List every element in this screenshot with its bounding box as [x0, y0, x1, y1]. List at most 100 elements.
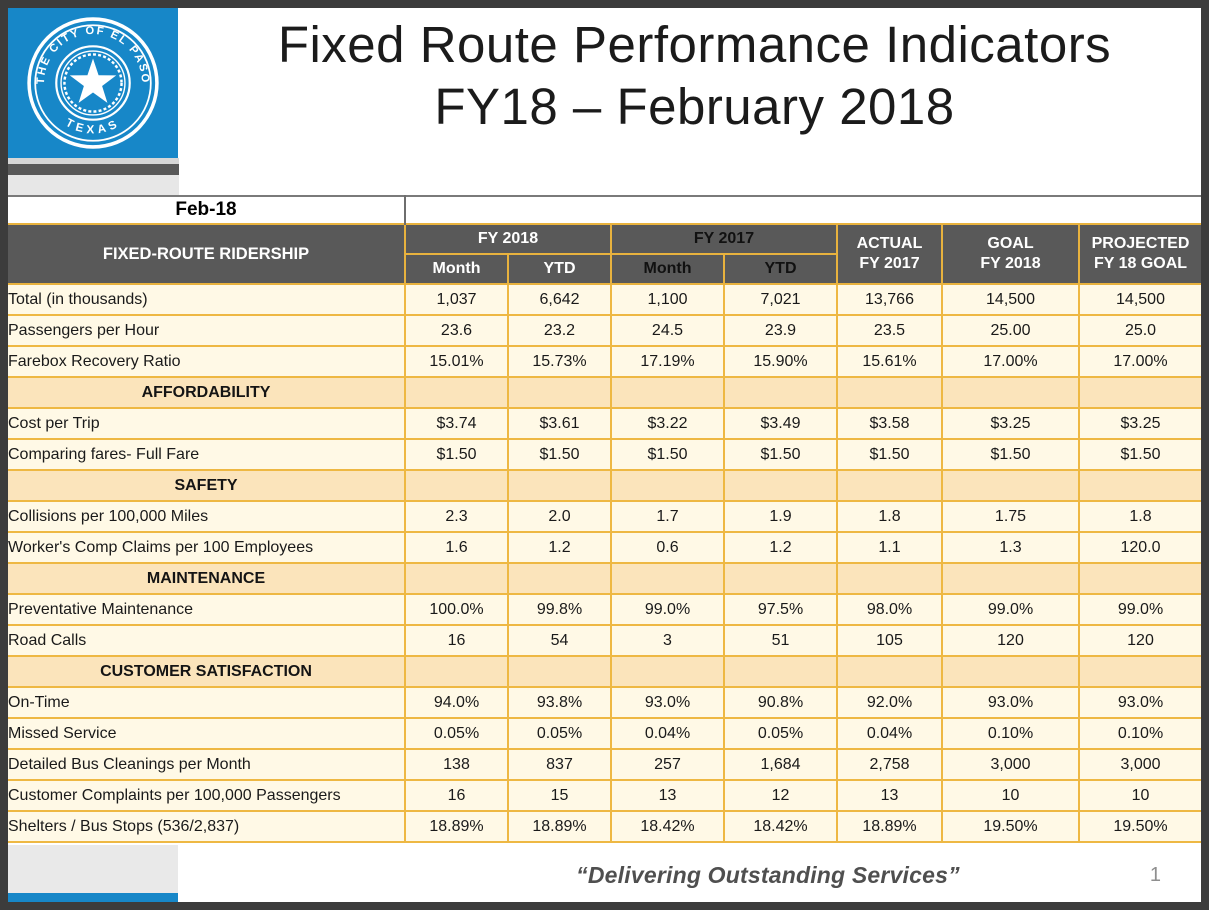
- value-cell: [941, 376, 1080, 409]
- value-cell: 98.0%: [836, 593, 943, 626]
- value-cell: 120.0: [1077, 531, 1201, 564]
- value-cell: $3.58: [836, 407, 943, 440]
- value-cell: 12: [723, 779, 838, 812]
- section-title: AFFORDABILITY: [8, 376, 406, 409]
- value-cell: [507, 655, 612, 688]
- city-of-el-paso-logo: THE CITY OF EL PASO TEXAS: [8, 8, 178, 158]
- value-cell: 1.7: [610, 500, 725, 533]
- section-title: SAFETY: [8, 469, 406, 502]
- value-cell: 17.00%: [941, 345, 1080, 378]
- value-cell: [1077, 469, 1201, 502]
- row-label: Customer Complaints per 100,000 Passenge…: [8, 779, 406, 812]
- value-cell: 16: [404, 624, 509, 657]
- value-cell: 105: [836, 624, 943, 657]
- value-cell: 17.19%: [610, 345, 725, 378]
- value-cell: 15.73%: [507, 345, 612, 378]
- value-cell: 3: [610, 624, 725, 657]
- value-cell: 18.89%: [507, 810, 612, 843]
- row-label: Farebox Recovery Ratio: [8, 345, 406, 378]
- value-cell: 15: [507, 779, 612, 812]
- row-label: Missed Service: [8, 717, 406, 750]
- value-cell: 837: [507, 748, 612, 781]
- table-row: Road Calls 16 54 3 51 105 120 120: [8, 624, 1201, 657]
- value-cell: [610, 562, 725, 595]
- footer-quote: “Delivering Outstanding Services”: [576, 862, 960, 888]
- footer-blue-bar: [8, 893, 178, 902]
- header-row-subcolumns: Month YTD Month YTD: [8, 253, 1201, 285]
- star-icon: [69, 58, 117, 103]
- divider: [8, 164, 179, 175]
- row-label: Shelters / Bus Stops (536/2,837): [8, 810, 406, 843]
- value-cell: [723, 655, 838, 688]
- date-row: Feb-18: [8, 195, 1201, 224]
- table-row: Total (in thousands) 1,037 6,642 1,100 7,021…: [8, 283, 1201, 316]
- table-row: On-Time 94.0% 93.8% 93.0% 90.8% 92.0% 93.0% 93.…: [8, 686, 1201, 719]
- value-cell: [610, 469, 725, 502]
- value-cell: 18.42%: [723, 810, 838, 843]
- page-title: Fixed Route Performance Indicators FY18 …: [198, 14, 1191, 138]
- value-cell: [404, 376, 509, 409]
- value-cell: 3,000: [941, 748, 1080, 781]
- value-cell: 1,100: [610, 283, 725, 316]
- row-label: Total (in thousands): [8, 283, 406, 316]
- value-cell: 120: [1077, 624, 1201, 657]
- date-row-spacer: [405, 195, 1201, 224]
- section-title: MAINTENANCE: [8, 562, 406, 595]
- projected-header-line2: FY 18 GOAL: [1093, 255, 1188, 272]
- row-label: Collisions per 100,000 Miles: [8, 500, 406, 533]
- header-row-groups: FIXED-ROUTE RIDERSHIP FY 2018 FY 2017 AC…: [8, 223, 1201, 285]
- value-cell: [404, 655, 509, 688]
- value-cell: 24.5: [610, 314, 725, 347]
- table-row: Comparing fares- Full Fare $1.50 $1.50 $1.5…: [8, 438, 1201, 471]
- performance-table: Feb-18 FIXED-ROUTE RIDERSHIP FY 2018 FY …: [8, 195, 1201, 843]
- fy2018-month-header: Month: [405, 253, 509, 285]
- value-cell: 93.0%: [1077, 686, 1201, 719]
- value-cell: 23.9: [723, 314, 838, 347]
- section-title: CUSTOMER SATISFACTION: [8, 655, 406, 688]
- table-row: Farebox Recovery Ratio 15.01% 15.73% 17.19%…: [8, 345, 1201, 378]
- value-cell: 1.8: [1077, 500, 1201, 533]
- value-cell: 15.01%: [404, 345, 509, 378]
- value-cell: 0.6: [610, 531, 725, 564]
- value-cell: $1.50: [1077, 438, 1201, 471]
- value-cell: 2.3: [404, 500, 509, 533]
- value-cell: 0.05%: [723, 717, 838, 750]
- value-cell: 1.2: [507, 531, 612, 564]
- section-row: MAINTENANCE: [8, 562, 1201, 595]
- value-cell: [404, 562, 509, 595]
- date-label: Feb-18: [8, 195, 406, 224]
- table-row: Worker's Comp Claims per 100 Employees 1.…: [8, 531, 1201, 564]
- row-label: Cost per Trip: [8, 407, 406, 440]
- fy2017-ytd-header: YTD: [723, 253, 837, 285]
- value-cell: 1.2: [723, 531, 838, 564]
- table-row: Detailed Bus Cleanings per Month 138 837 25…: [8, 748, 1201, 781]
- projected-header-line1: PROJECTED: [1091, 235, 1190, 252]
- value-cell: 99.8%: [507, 593, 612, 626]
- section-row: CUSTOMER SATISFACTION: [8, 655, 1201, 688]
- value-cell: [1077, 655, 1201, 688]
- value-cell: 99.0%: [1077, 593, 1201, 626]
- actual-header-line1: ACTUAL: [856, 235, 923, 252]
- fy2017-month-header: Month: [610, 253, 725, 285]
- value-cell: 10: [1077, 779, 1201, 812]
- row-label: Road Calls: [8, 624, 406, 657]
- divider: [8, 175, 179, 195]
- title-line-2: FY18 – February 2018: [434, 78, 955, 135]
- value-cell: 14,500: [1077, 283, 1201, 316]
- value-cell: [836, 376, 943, 409]
- value-cell: $1.50: [723, 438, 838, 471]
- value-cell: [836, 562, 943, 595]
- goal-fy2018-header: GOAL FY 2018: [941, 223, 1080, 285]
- value-cell: 23.2: [507, 314, 612, 347]
- value-cell: 7,021: [723, 283, 838, 316]
- value-cell: 0.05%: [404, 717, 509, 750]
- value-cell: [507, 376, 612, 409]
- value-cell: 14,500: [941, 283, 1080, 316]
- value-cell: 0.10%: [1077, 717, 1201, 750]
- value-cell: [1077, 376, 1201, 409]
- value-cell: 1.75: [941, 500, 1080, 533]
- value-cell: $3.22: [610, 407, 725, 440]
- value-cell: 54: [507, 624, 612, 657]
- value-cell: 1.1: [836, 531, 943, 564]
- value-cell: 1,684: [723, 748, 838, 781]
